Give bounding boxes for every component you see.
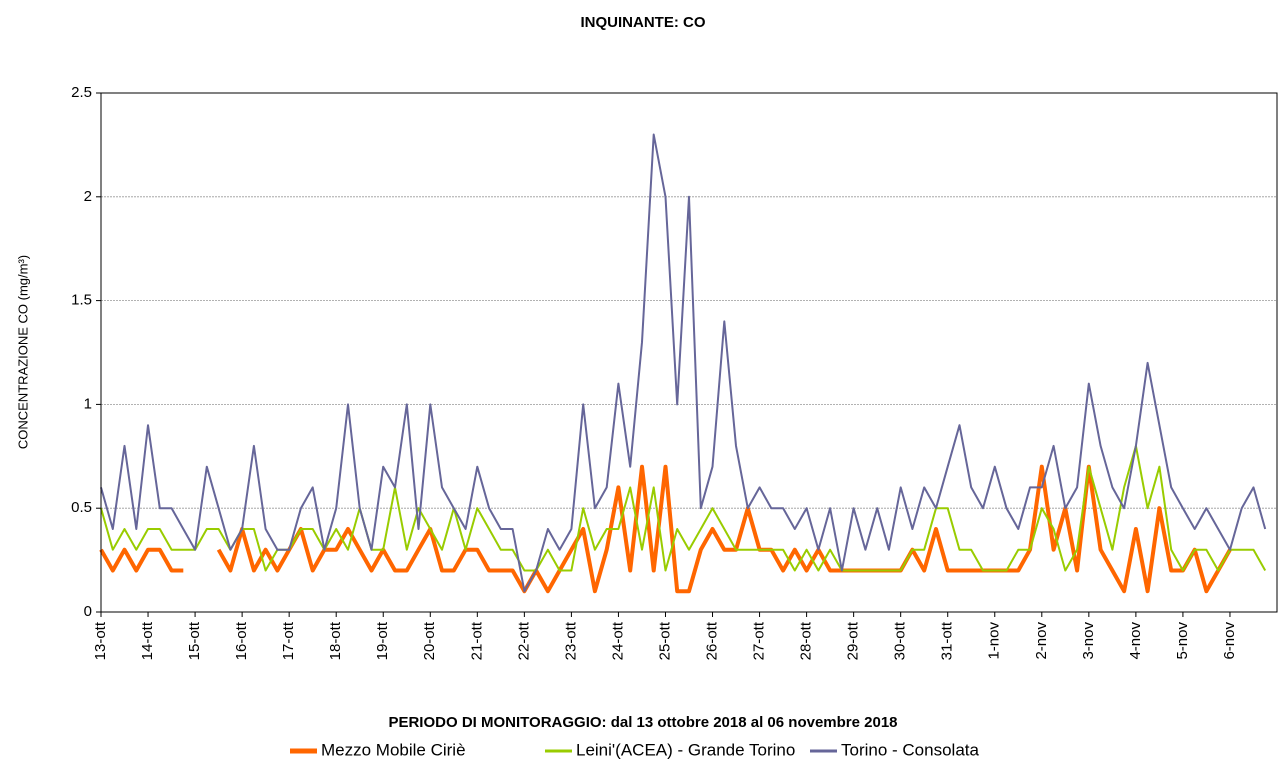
x-tick-label: 26-ott — [703, 621, 720, 660]
x-tick-label: 21-ott — [468, 621, 485, 660]
y-tick-label: 1.5 — [71, 292, 92, 309]
x-tick-label: 24-ott — [609, 621, 626, 660]
x-tick-label: 25-ott — [656, 621, 673, 660]
x-tick-label: 20-ott — [421, 621, 438, 660]
x-tick-label: 16-ott — [233, 621, 250, 660]
x-tick-label: 22-ott — [515, 621, 532, 660]
x-tick-label: 28-ott — [798, 621, 815, 660]
series-line — [100, 444, 1267, 572]
x-tick-label: 2-nov — [1033, 622, 1050, 660]
chart-title: INQUINANTE: CO — [581, 14, 706, 31]
x-tick-label: 4-nov — [1127, 622, 1144, 660]
x-tick-label: 6-nov — [1221, 622, 1238, 660]
x-tick-label: 27-ott — [751, 621, 768, 660]
x-tick-label: 19-ott — [374, 621, 391, 660]
x-tick-label: 3-nov — [1080, 622, 1097, 660]
x-tick-label: 13-ott — [92, 621, 109, 660]
y-tick-label: 0.5 — [71, 499, 92, 516]
x-tick-label: 14-ott — [139, 621, 156, 660]
series-line — [100, 133, 1267, 593]
x-tick-label: 30-ott — [892, 621, 909, 660]
x-tick-label: 5-nov — [1174, 622, 1191, 660]
y-tick-label: 2.5 — [71, 84, 92, 101]
x-tick-label: 15-ott — [186, 621, 203, 660]
x-tick-label: 18-ott — [327, 621, 344, 660]
x-tick-label: 1-nov — [986, 622, 1003, 660]
x-tick-label: 31-ott — [939, 621, 956, 660]
legend-label: Torino - Consolata — [841, 740, 980, 759]
y-tick-label: 2 — [84, 188, 92, 205]
x-tick-label: 23-ott — [562, 621, 579, 660]
y-tick-label: 0 — [84, 603, 92, 620]
y-tick-label: 1 — [84, 395, 92, 412]
legend-label: Leini'(ACEA) - Grande Torino — [576, 740, 795, 759]
x-tick-label: 29-ott — [845, 621, 862, 660]
plot-frame — [100, 92, 1278, 613]
series-line — [99, 464, 1232, 594]
x-tick-label: 17-ott — [280, 621, 297, 660]
legend-label: Mezzo Mobile Ciriè — [321, 740, 466, 759]
x-axis-title: PERIODO DI MONITORAGGIO: dal 13 ottobre … — [388, 714, 897, 731]
y-axis-title: CONCENTRAZIONE CO (mg/m³) — [15, 255, 30, 449]
